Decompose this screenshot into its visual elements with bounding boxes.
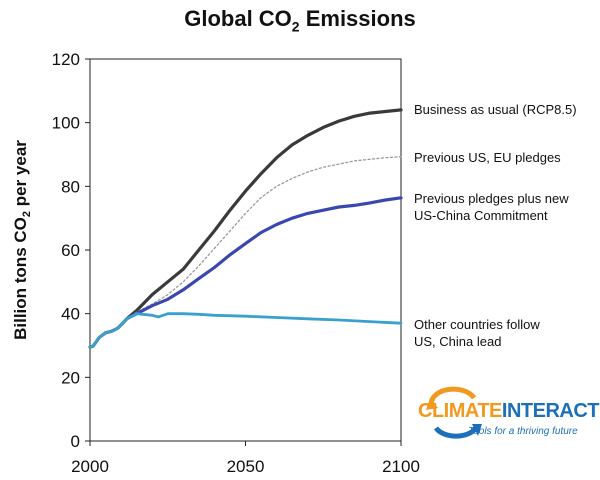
y-tick-label: 60 [61,241,80,260]
logo-wordmark: CLIMATEINTERACTIVE [418,400,600,422]
y-tick-label: 0 [71,432,80,451]
label-other-countries-follow: Other countries follow US, China lead [414,317,540,349]
logo-swirl-icon [426,386,482,439]
climate-interactive-logo: CLIMATEINTERACTIVE Tools for a thriving … [412,384,600,444]
series-other-countries-follow [88,312,403,349]
x-tick-label: 2100 [382,457,420,476]
x-tick-label: 2000 [71,457,109,476]
x-tick-label: 2050 [227,457,265,476]
y-tick-label: 80 [61,177,80,196]
series-previous-us-eu-pledges [126,156,402,320]
label-us-china-commitment: Previous pledges plus new US-China Commi… [414,191,569,223]
label-business-as-usual: Business as usual (RCP8.5) [414,102,577,117]
logo-tagline: Tools for a thriving future [468,426,578,437]
label-previous-us-eu-pledges: Previous US, EU pledges [414,150,561,165]
series-us-china-commitment [125,196,403,320]
y-tick-label: 20 [61,368,80,387]
y-tick-label: 120 [52,50,80,69]
y-tick-label: 40 [61,305,80,324]
series-business-as-usual [88,108,403,349]
chart-title: Global CO2 Emissions [184,6,416,35]
y-tick-label: 100 [52,114,80,133]
